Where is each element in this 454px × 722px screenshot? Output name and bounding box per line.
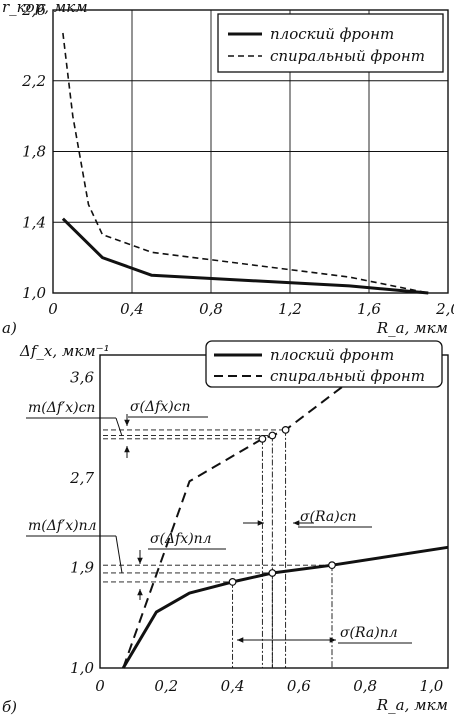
x-tick-label: 0 [95,677,105,695]
data-point-marker [268,431,277,440]
annotation-label: σ(Ra)пл [340,625,398,641]
series-line-flat [61,217,429,295]
annotation-label: σ(Δfx)сп [130,399,191,415]
y-tick-label: 2,2 [21,72,46,90]
annotation-label: m(Δf′x)пл [28,518,97,534]
annotation-label: m(Δf′x)сп [28,400,95,416]
y-tick-label: 2,6 [21,1,46,19]
annotation-m-pl: m(Δf′x)пл [26,518,123,574]
data-point-marker [268,569,277,577]
annotation-leader [115,417,123,437]
series-group [61,32,429,295]
legend: плоский фронт спиральный фронт [205,340,443,388]
x-tick-label: 1,0 [419,677,443,695]
annotation-label: σ(Δfx)пл [150,531,212,547]
y-tick-label: 3,6 [70,368,94,386]
data-point-marker [228,578,237,586]
y-axis-title: Δf_x, мкм⁻¹ [19,342,110,360]
annotation-sigma-ra-sp: σ(Ra)сп [243,509,372,528]
x-tick-label: 0,2 [154,677,178,695]
annotation-label: σ(Ra)сп [300,509,357,525]
series-line-spiral [122,368,366,669]
legend-box [217,13,444,73]
annotation-sigma-df-pl: σ(Δfx)пл [137,531,226,600]
x-axis-title: R_a, мкм [376,319,448,337]
annotation-m-sp: m(Δf′x)сп [26,400,123,437]
y-tick-label: 1,4 [22,213,46,231]
x-tick-label: 1,2 [278,300,302,318]
legend-label: спиральный фронт [270,367,425,385]
x-tick-label: 1,6 [357,300,381,318]
x-tick-label: 0,6 [287,677,311,695]
legend-label: плоский фронт [270,346,394,364]
guide-lines [103,429,333,668]
annotation-sigma-ra-pl: σ(Ra)пл [237,625,412,644]
x-tick-label: 0,4 [221,677,245,695]
x-tick-label: 0 [48,300,58,318]
y-axis-title: r_кор, мкм [2,0,88,16]
panel-label: б) [2,698,17,716]
x-tick-label: 2,0 [435,300,454,318]
panel-label: а) [2,319,17,337]
tick-labels: 0 0,2 0,4 0,6 0,8 1,0 1,0 1,9 2,7 3,6 [69,368,444,695]
legend-box [205,340,443,388]
x-axis-title: R_a, мкм [376,696,448,714]
panel-b: 0 0,2 0,4 0,6 0,8 1,0 1,0 1,9 2,7 3,6 Δf_x, мкм⁻¹… [2,340,449,716]
legend: плоский фронт спиральный фронт [217,13,444,73]
annotation-leader [115,535,123,574]
series-line-spiral [62,32,429,294]
markers [228,425,336,586]
y-tick-label: 1,9 [70,558,94,576]
data-point-marker [258,434,267,443]
x-tick-label: 0,8 [199,300,223,318]
legend-label: спиральный фронт [270,47,425,65]
panel-a: 0 0,4 0,8 1,2 1,6 2,0 1,0 1,4 1,8 2,2 2,6 r_кор, м… [2,0,454,337]
data-point-marker [328,561,336,570]
y-tick-label: 1,0 [70,659,94,677]
tick-labels: 0 0,4 0,8 1,2 1,6 2,0 1,0 1,4 1,8 2,2 2,6 [21,1,454,318]
y-tick-label: 1,8 [22,143,46,161]
x-tick-label: 0,8 [353,677,377,695]
x-tick-label: 0,4 [120,300,144,318]
data-point-marker [281,425,290,434]
y-tick-label: 2,7 [69,469,94,487]
annotation-sigma-df-sp: σ(Δfx)сп [124,399,208,458]
plot-frame [52,9,449,294]
legend-label: плоский фронт [270,25,394,43]
y-tick-label: 1,0 [22,284,46,302]
